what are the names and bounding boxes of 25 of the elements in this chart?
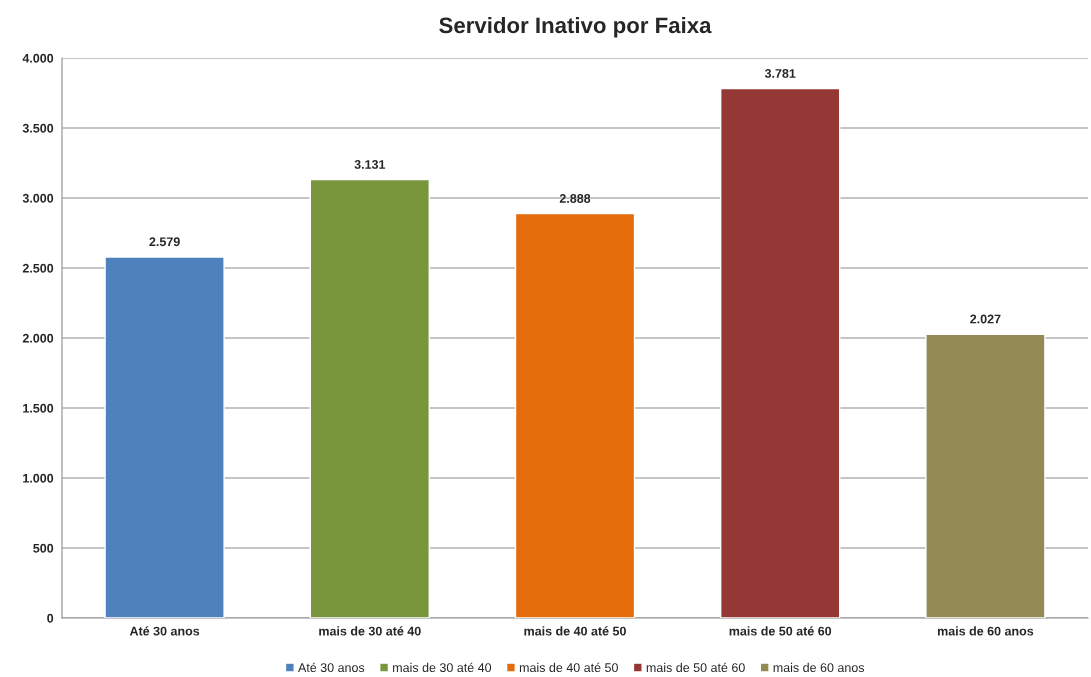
legend-label: mais de 40 até 50 <box>519 662 618 673</box>
data-label: 2.579 <box>149 237 180 247</box>
y-tick-label: 3.500 <box>22 123 54 133</box>
y-tick-label: 1.500 <box>23 403 54 413</box>
y-tick-label: 0 <box>47 613 54 623</box>
chart-title: Servidor Inativo por Faixa <box>439 16 712 38</box>
data-label: 2.027 <box>970 314 1001 324</box>
x-tick-label: mais de 40 até 50 <box>524 626 626 636</box>
y-tick-label: 3.000 <box>22 193 54 203</box>
legend-label: mais de 50 até 60 <box>646 662 745 673</box>
legend-label: mais de 60 anos <box>773 662 865 673</box>
data-label: 2.888 <box>559 194 591 203</box>
x-tick-label: mais de 30 até 40 <box>319 626 421 636</box>
y-tick-label: 2.500 <box>22 263 54 273</box>
legend-label: Até 30 anos <box>298 662 365 673</box>
x-tick-label: mais de 50 até 60 <box>729 626 832 636</box>
y-tick-label: 2.000 <box>22 333 54 343</box>
x-tick-label: mais de 60 anos <box>937 626 1034 636</box>
data-label: 3.781 <box>764 69 796 78</box>
y-tick-label: 500 <box>33 543 54 553</box>
x-tick-label: Até 30 anos <box>129 626 200 636</box>
data-label: 3.131 <box>354 160 386 169</box>
y-tick-label: 1.000 <box>23 473 54 483</box>
y-tick-label: 4.000 <box>22 53 54 63</box>
legend-label: mais de 30 até 40 <box>393 662 492 673</box>
